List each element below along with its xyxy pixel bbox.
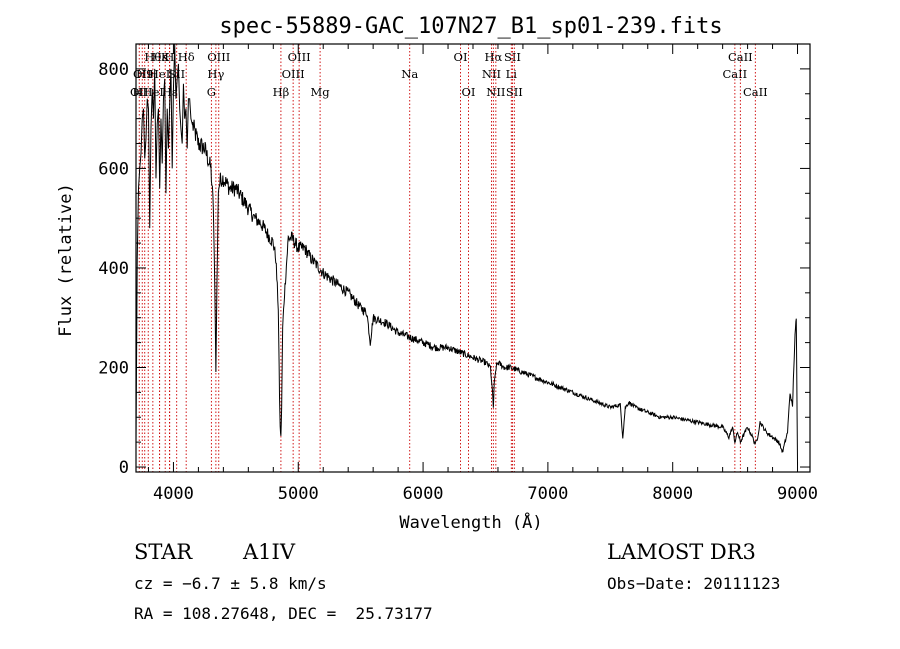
plot-frame [135, 43, 811, 473]
spectrum-line [135, 43, 799, 465]
y-tick-label: 600 [98, 159, 129, 179]
line-marker-label: OI [462, 85, 476, 99]
line-marker-label: Hε [152, 50, 168, 64]
line-marker-label: HHeI [133, 85, 164, 99]
x-tick-label: 9000 [777, 484, 818, 504]
line-marker-label: H [164, 50, 174, 64]
line-marker-label: SII [168, 67, 185, 81]
line-marker-label: CaII [743, 85, 768, 99]
line-marker-label: Hα [484, 50, 502, 64]
line-marker-label: NII [486, 85, 505, 99]
line-marker-label: H9 [136, 67, 153, 81]
line-marker-label: Hβ [273, 85, 290, 99]
object-subclass: A1IV [243, 540, 295, 564]
line-marker-label: Hδ [178, 50, 195, 64]
line-marker-label: Na [401, 67, 418, 81]
chart-title: spec-55889-GAC_107N27_B1_sp01-239.fits [219, 14, 722, 39]
line-marker-label: SII [506, 85, 523, 99]
x-tick-label: 8000 [652, 484, 693, 504]
line-marker-label: OI [454, 50, 468, 64]
x-axis-label: Wavelength (Å) [399, 511, 542, 533]
y-tick-label: 800 [98, 60, 129, 80]
x-tick-label: 6000 [403, 484, 444, 504]
line-marker-label: Hγ [207, 67, 224, 81]
object-class: STAR [134, 540, 193, 564]
line-marker-label: HeI [149, 67, 170, 81]
survey-name: LAMOST DR3 [607, 540, 756, 564]
line-marker-label: G [207, 85, 216, 99]
y-axis-label: Flux (relative) [56, 183, 76, 337]
x-tick-label: 7000 [527, 484, 568, 504]
line-marker-label: SII [504, 50, 521, 64]
y-tick-label: 200 [98, 358, 129, 378]
line-marker-label: OII [133, 67, 152, 81]
line-marker-label: CaII [722, 67, 747, 81]
coordinates: RA = 108.27648, DEC = 25.73177 [134, 604, 433, 623]
line-marker-label: Li [506, 67, 518, 81]
line-marker-label: NII [482, 67, 501, 81]
line-marker-label: K [161, 50, 170, 64]
line-marker-label: OIII [288, 50, 311, 64]
line-marker-label: CaII [728, 50, 753, 64]
x-tick-label: 5000 [278, 484, 319, 504]
observation-date: Obs−Date: 20111123 [607, 574, 781, 593]
line-marker-label: Mg [311, 85, 331, 99]
line-marker-label: OII [130, 85, 149, 99]
x-tick-label: 4000 [153, 484, 194, 504]
redshift-cz: cz = −6.7 ± 5.8 km/s [134, 574, 327, 593]
line-marker-label: OIII [282, 67, 305, 81]
line-marker-label: OIII [207, 50, 230, 64]
y-axis: 0 200 400 600 800 [98, 43, 810, 478]
line-markers: OIIOIIH9HHeIHθHεHeIKHHεSIIHδGHγOIIIHβOII… [130, 44, 768, 472]
x-axis: 4000 5000 6000 7000 8000 9000 [147, 44, 818, 504]
spectrum-series [135, 43, 799, 465]
y-tick-label: 0 [119, 458, 129, 478]
y-tick-label: 400 [98, 259, 129, 279]
line-marker-label: Hθ [144, 50, 161, 64]
